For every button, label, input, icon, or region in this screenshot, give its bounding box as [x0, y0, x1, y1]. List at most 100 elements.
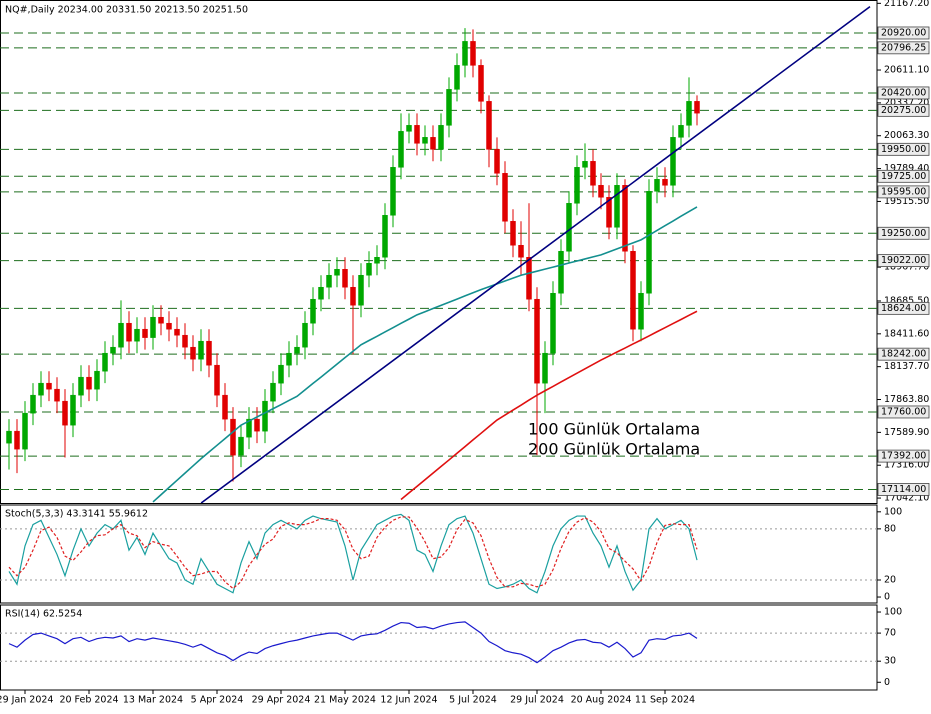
- candle-body: [310, 298, 316, 324]
- indicator-line: [8, 516, 698, 590]
- candle-body: [622, 185, 628, 252]
- candle-body: [54, 388, 60, 402]
- candle-body: [166, 322, 172, 330]
- candle-body: [286, 352, 292, 366]
- candle-body: [542, 352, 548, 384]
- level-label: 20920.00: [881, 27, 926, 38]
- candle-body: [142, 328, 148, 338]
- candle-body: [654, 179, 660, 192]
- y-tick-label: 18137.70: [884, 361, 929, 372]
- candle-body: [550, 292, 556, 354]
- candle-body: [126, 322, 132, 342]
- level-label: 19250.00: [881, 228, 926, 239]
- candle-body: [46, 382, 52, 390]
- candle-body: [694, 101, 700, 114]
- x-tick-label: 20 Aug 2024: [571, 695, 632, 706]
- level-label-box: [877, 405, 930, 419]
- candle-body: [94, 370, 100, 390]
- trendline: [200, 6, 871, 503]
- candle-body: [182, 334, 188, 348]
- y-tick-label: 20337.20: [884, 97, 929, 108]
- candle-body: [670, 137, 676, 186]
- candle-body: [70, 394, 76, 426]
- y-tick-label: 18967.70: [884, 262, 929, 273]
- main-plot: [0, 6, 877, 503]
- level-label: 19595.00: [881, 186, 926, 197]
- candle-body: [678, 125, 684, 138]
- stoch-title: Stoch(5,3,3) 43.3141 55.9612: [5, 509, 148, 520]
- candle-body: [174, 328, 180, 336]
- candle-body: [574, 167, 580, 204]
- candle-body: [254, 418, 260, 432]
- candle-body: [118, 322, 124, 348]
- candle-body: [110, 346, 116, 354]
- candle-body: [22, 412, 28, 450]
- candle-body: [206, 340, 212, 366]
- candle-body: [686, 101, 692, 126]
- chart-title: NQ#,Daily 20234.00 20331.50 20213.50 202…: [5, 5, 248, 16]
- level-label-box: [877, 449, 930, 463]
- level-label-box: [877, 226, 930, 240]
- moving-average: [400, 310, 698, 501]
- level-label-box: [877, 169, 930, 183]
- candle-body: [78, 376, 84, 396]
- candle-body: [214, 364, 220, 396]
- candle-body: [38, 382, 44, 396]
- candle-body: [398, 131, 404, 168]
- y-tick-label: 19789.40: [884, 163, 929, 174]
- x-tick-label: 5 Jul 2024: [449, 695, 497, 706]
- level-label: 17114.00: [881, 484, 926, 495]
- candle-body: [222, 394, 228, 420]
- x-tick-label: 12 Jun 2024: [380, 695, 437, 706]
- x-tick-label: 29 Jan 2024: [0, 695, 53, 706]
- candle-body: [526, 257, 532, 300]
- x-tick-label: 29 Apr 2024: [252, 695, 311, 706]
- candle-body: [318, 286, 324, 300]
- candle-body: [566, 203, 572, 252]
- candle-body: [230, 418, 236, 456]
- y-tick-label: 80: [884, 523, 896, 534]
- candle-body: [590, 161, 596, 186]
- candle-body: [374, 257, 380, 264]
- candle-body: [502, 173, 508, 222]
- candle-body: [558, 251, 564, 294]
- legend-entry: 200 Günlük Ortalama: [528, 440, 700, 459]
- candle-body: [414, 125, 420, 144]
- level-label: 20796.25: [881, 42, 926, 53]
- rsi-title: RSI(14) 62.5254: [5, 609, 82, 620]
- level-label: 18624.00: [881, 303, 926, 314]
- rsi-plot: [0, 621, 877, 664]
- indicator-line: [8, 513, 698, 594]
- candle-body: [518, 245, 524, 258]
- y-tick-label: 17863.80: [884, 394, 929, 405]
- candle-body: [278, 364, 284, 384]
- x-tick-label: 11 Sep 2024: [635, 695, 695, 706]
- level-label-box: [877, 41, 930, 55]
- level-label: 18242.00: [881, 349, 926, 360]
- candle-body: [302, 322, 308, 348]
- level-label: 17760.00: [881, 406, 926, 417]
- y-tick-label: 19515.50: [884, 196, 929, 207]
- candle-body: [30, 394, 36, 414]
- candle-body: [14, 430, 20, 450]
- y-tick-label: 100: [884, 506, 902, 517]
- candle-body: [454, 65, 460, 90]
- candle-body: [150, 316, 156, 338]
- y-tick-label: 17042.10: [884, 493, 929, 504]
- candle-body: [270, 382, 276, 402]
- x-tick-label: 20 Feb 2024: [59, 695, 118, 706]
- y-tick-label: 70: [884, 628, 896, 639]
- level-label-box: [877, 103, 930, 117]
- y-tick-label: 30: [884, 656, 896, 667]
- level-label: 19725.00: [881, 171, 926, 182]
- candle-body: [366, 263, 372, 276]
- level-label-box: [877, 254, 930, 268]
- candle-body: [190, 346, 196, 360]
- candle-body: [342, 269, 348, 288]
- candle-body: [350, 286, 356, 306]
- candle-body: [630, 251, 636, 330]
- candle-body: [614, 185, 620, 228]
- level-label: 17392.00: [881, 451, 926, 462]
- candle-body: [446, 89, 452, 126]
- y-tick-label: 21167.20: [884, 0, 929, 9]
